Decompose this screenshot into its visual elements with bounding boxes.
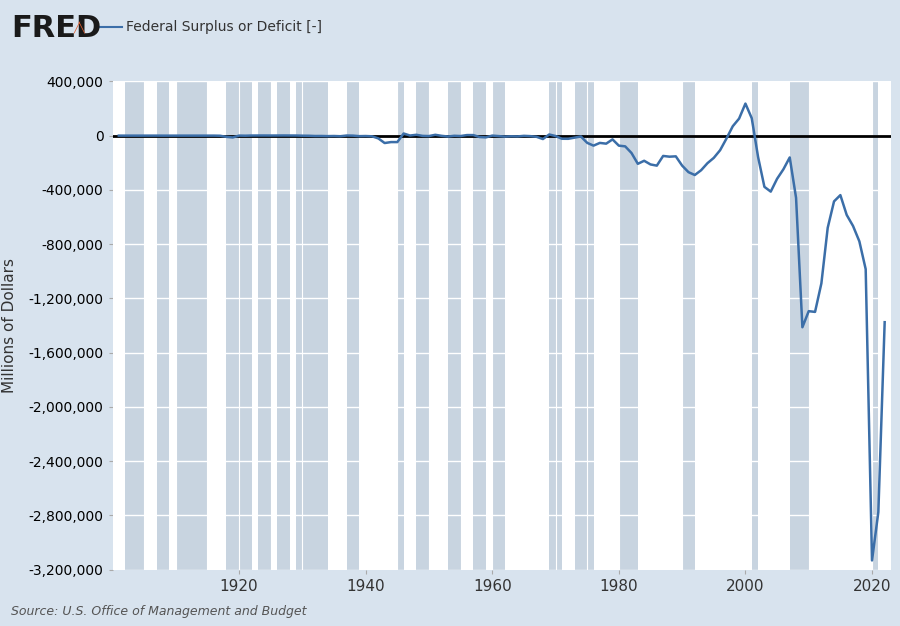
Bar <box>417 81 429 570</box>
Text: FRED: FRED <box>11 14 101 43</box>
Bar <box>334 81 365 570</box>
Bar <box>752 81 758 570</box>
Bar <box>789 81 809 570</box>
Bar <box>296 81 328 570</box>
Bar <box>239 81 271 570</box>
Bar <box>745 81 777 570</box>
Bar <box>144 81 176 570</box>
Bar <box>239 81 271 570</box>
Bar <box>809 81 841 570</box>
Bar <box>365 81 397 570</box>
Bar <box>555 81 587 570</box>
Bar <box>461 81 492 570</box>
Bar <box>619 81 651 570</box>
Bar <box>271 81 302 570</box>
Bar <box>872 81 900 570</box>
Bar <box>492 81 524 570</box>
Bar <box>429 81 461 570</box>
Bar <box>555 81 587 570</box>
Bar <box>777 81 809 570</box>
Bar <box>157 81 169 570</box>
Bar <box>125 81 144 570</box>
Bar <box>872 81 900 570</box>
Bar <box>346 81 359 570</box>
Bar <box>626 81 638 570</box>
Bar <box>194 81 207 570</box>
Bar <box>461 81 492 570</box>
Text: Federal Surplus or Deficit [-]: Federal Surplus or Deficit [-] <box>126 20 322 34</box>
Bar <box>587 81 619 570</box>
Y-axis label: Millions of Dollars: Millions of Dollars <box>2 258 17 393</box>
Text: Source: U.S. Office of Management and Budget: Source: U.S. Office of Management and Bu… <box>11 605 306 618</box>
Bar <box>397 81 429 570</box>
Bar <box>429 81 461 570</box>
Bar <box>651 81 682 570</box>
Bar <box>397 81 429 570</box>
Bar <box>277 81 290 570</box>
Bar <box>207 81 239 570</box>
Bar <box>682 81 714 570</box>
Bar <box>473 81 486 570</box>
Bar <box>651 81 682 570</box>
Bar <box>176 81 207 570</box>
Bar <box>809 81 841 570</box>
Bar <box>176 81 194 570</box>
Bar <box>227 81 239 570</box>
Bar <box>619 81 625 570</box>
Bar <box>524 81 555 570</box>
Bar <box>682 81 714 570</box>
Bar <box>112 81 144 570</box>
Bar <box>334 81 365 570</box>
Bar <box>549 81 562 570</box>
Bar <box>745 81 777 570</box>
Bar <box>872 81 878 570</box>
Bar <box>492 81 505 570</box>
Bar <box>448 81 461 570</box>
Bar <box>302 81 334 570</box>
Bar <box>841 81 872 570</box>
Bar <box>207 81 239 570</box>
Bar <box>714 81 745 570</box>
Bar <box>574 81 593 570</box>
Bar <box>841 81 872 570</box>
Bar <box>302 81 334 570</box>
Bar <box>271 81 302 570</box>
Bar <box>258 81 271 570</box>
Bar <box>619 81 651 570</box>
Text: ╱╲: ╱╲ <box>74 21 86 33</box>
Bar <box>777 81 809 570</box>
Bar <box>397 81 403 570</box>
Bar <box>144 81 176 570</box>
Bar <box>524 81 555 570</box>
Bar <box>365 81 397 570</box>
Bar <box>714 81 745 570</box>
Bar <box>239 81 252 570</box>
Bar <box>587 81 619 570</box>
Bar <box>682 81 695 570</box>
Bar <box>176 81 207 570</box>
Bar <box>492 81 524 570</box>
